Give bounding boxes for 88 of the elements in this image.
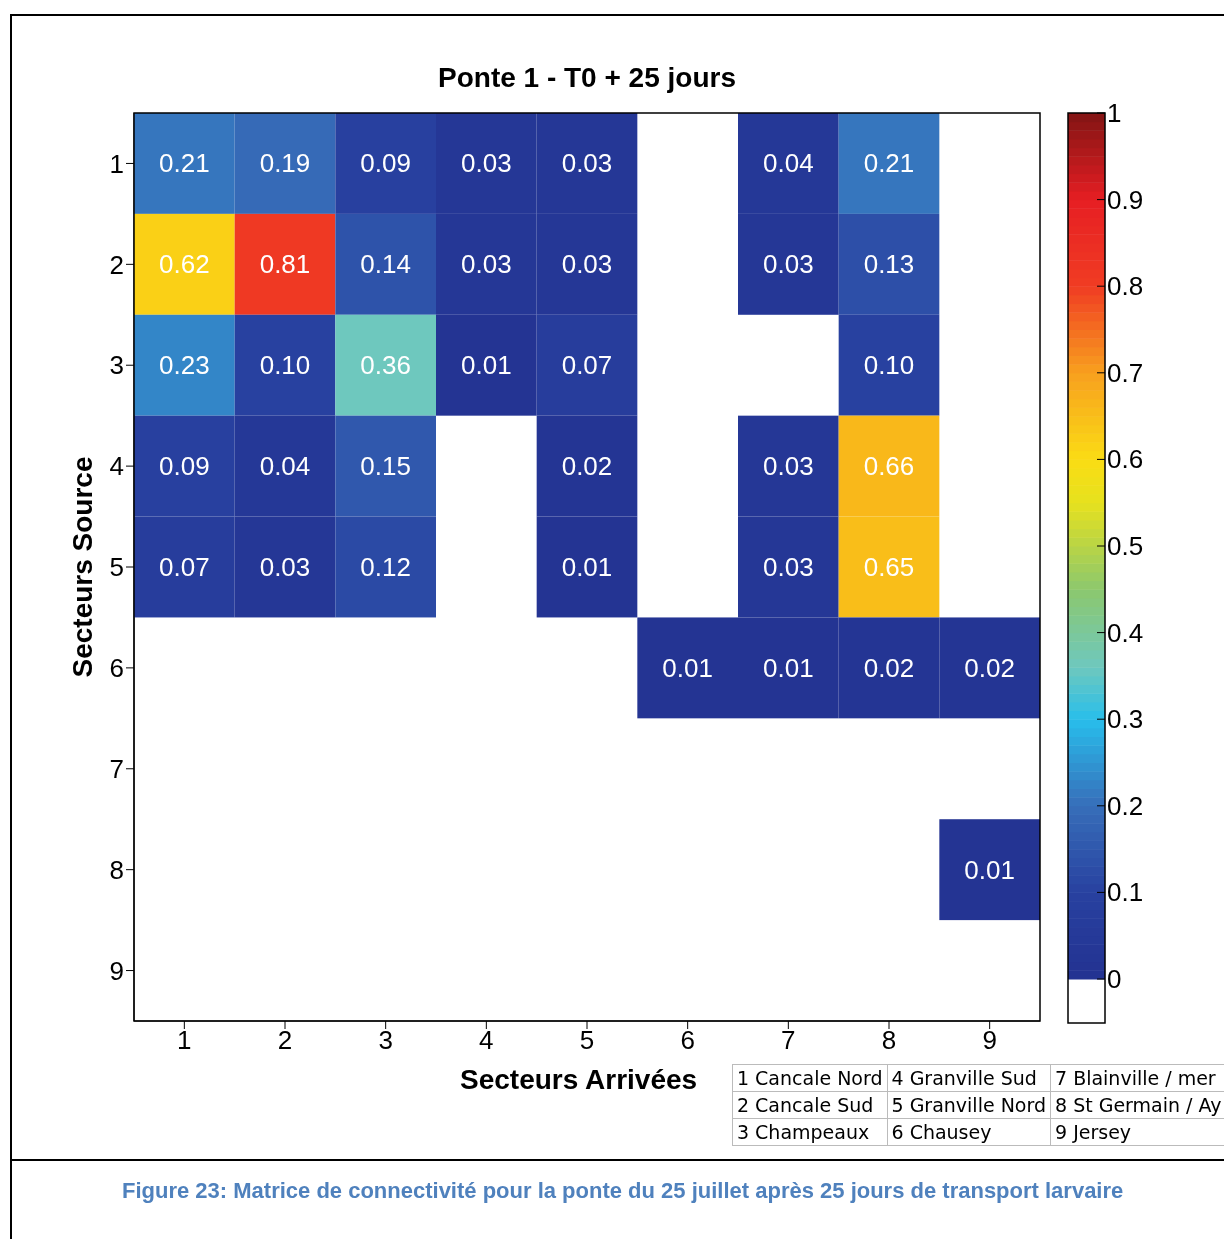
text: Blainville / mer (1073, 1067, 1216, 1089)
data-label: 0.10 (259, 350, 311, 381)
color-bar-label: 0.9 (1107, 184, 1144, 215)
data-label: 0.03 (561, 148, 613, 179)
text: 2 (737, 1094, 750, 1116)
text: Granville Sud (909, 1067, 1037, 1089)
text: Champeaux (755, 1121, 870, 1143)
text: 9 (1055, 1121, 1068, 1143)
data-label: 0.65 (863, 552, 915, 582)
data-label: 0.14 (360, 249, 411, 280)
text: Chausey (909, 1121, 992, 1143)
color-bar-label: 1 (1107, 98, 1122, 128)
y-tick-label: 6 (109, 653, 124, 684)
data-label: 0.66 (863, 451, 915, 482)
x-tick-label: 9 (982, 1025, 997, 1056)
data-label: 0.03 (763, 249, 814, 280)
data-label: 0.10 (863, 350, 915, 381)
y-tick-label: 5 (109, 552, 124, 583)
data-label: 0.21 (863, 148, 915, 179)
x-tick-label: 6 (680, 1025, 695, 1056)
data-label: 0.03 (763, 451, 814, 482)
color-bar-label: 0.3 (1107, 704, 1144, 735)
color-bar-label: 0.5 (1107, 531, 1144, 561)
text: 4 (891, 1067, 904, 1089)
x-tick-label: 7 (781, 1025, 796, 1056)
text: Granville Nord (909, 1094, 1047, 1116)
data-label: 0.03 (461, 249, 512, 280)
data-label: 0.23 (159, 350, 210, 381)
data-label: 0.01 (763, 652, 814, 683)
data-label: 0.04 (259, 451, 311, 482)
data-label: 0.03 (763, 552, 814, 582)
data-label: 0.15 (360, 451, 411, 482)
color-bar-label: 0.8 (1107, 271, 1144, 302)
data-label: 0.01 (561, 552, 613, 582)
x-tick-label: 8 (881, 1025, 897, 1056)
data-label: 0.36 (360, 350, 411, 381)
text: 6 (891, 1121, 904, 1143)
text: 3 (737, 1121, 750, 1143)
color-bar-label: 0.6 (1107, 444, 1144, 475)
x-axis-title: Secteurs Arrivées (460, 1064, 698, 1096)
y-tick-label: 2 (109, 249, 124, 280)
x-tick-label: 2 (277, 1025, 293, 1056)
text: 8 (1055, 1094, 1068, 1116)
color-bar-label: 0.7 (1107, 357, 1144, 388)
data-label: 0.01 (461, 350, 512, 381)
text: Jersey (1073, 1121, 1132, 1143)
x-tick-label: 4 (479, 1025, 494, 1056)
data-label: 0.09 (360, 148, 411, 179)
y-tick-label: 9 (109, 955, 124, 986)
y-tick-label: 4 (109, 451, 124, 482)
data-label: 0.21 (159, 148, 210, 179)
data-label: 0.07 (561, 350, 613, 381)
data-label: 0.02 (561, 451, 613, 482)
data-label: 0.07 (159, 552, 210, 582)
data-label: 0.81 (259, 249, 311, 280)
text: 7 (1055, 1067, 1068, 1089)
x-tick-label: 1 (177, 1025, 192, 1056)
text: St Germain / Ay (1073, 1094, 1222, 1116)
data-label: 0.09 (159, 451, 210, 482)
data-label: 0.04 (763, 148, 814, 179)
y-tick-label: 1 (109, 148, 124, 179)
y-axis-title: Secteurs Source (67, 456, 99, 678)
data-label: 0.02 (863, 652, 915, 683)
data-label: 0.19 (259, 148, 311, 179)
data-label: 0.02 (964, 652, 1015, 683)
data-label: 0.13 (863, 249, 915, 280)
text: Cancale Nord (755, 1067, 883, 1089)
data-label: 0.03 (259, 552, 311, 582)
data-label: 0.01 (662, 652, 713, 683)
y-tick-label: 8 (109, 854, 124, 885)
color-bar-label: 0.4 (1107, 617, 1144, 648)
color-bar-label: 0.2 (1107, 790, 1144, 821)
caption: Figure 23: Matrice de connectivité pour la ponte du 25 juillet après 25 jours de transport larvaire (122, 1178, 1124, 1204)
x-tick-label: 5 (579, 1025, 595, 1056)
text: Cancale Sud (755, 1094, 874, 1116)
data-label: 0.01 (964, 854, 1015, 885)
x-tick-label: 3 (378, 1025, 393, 1056)
y-tick-label: 3 (109, 350, 124, 381)
data-label: 0.03 (461, 148, 512, 179)
data-label: 0.62 (159, 249, 210, 280)
color-bar-label: 0.1 (1107, 877, 1144, 908)
chart-title: Ponte 1 - T0 + 25 jours (437, 62, 737, 94)
color-bar-label: 0 (1107, 964, 1122, 994)
text: 1 (737, 1067, 750, 1089)
data-label: 0.03 (561, 249, 613, 280)
y-tick-label: 7 (109, 754, 124, 785)
text: 5 (891, 1094, 904, 1116)
data-label: 0.12 (360, 552, 411, 582)
